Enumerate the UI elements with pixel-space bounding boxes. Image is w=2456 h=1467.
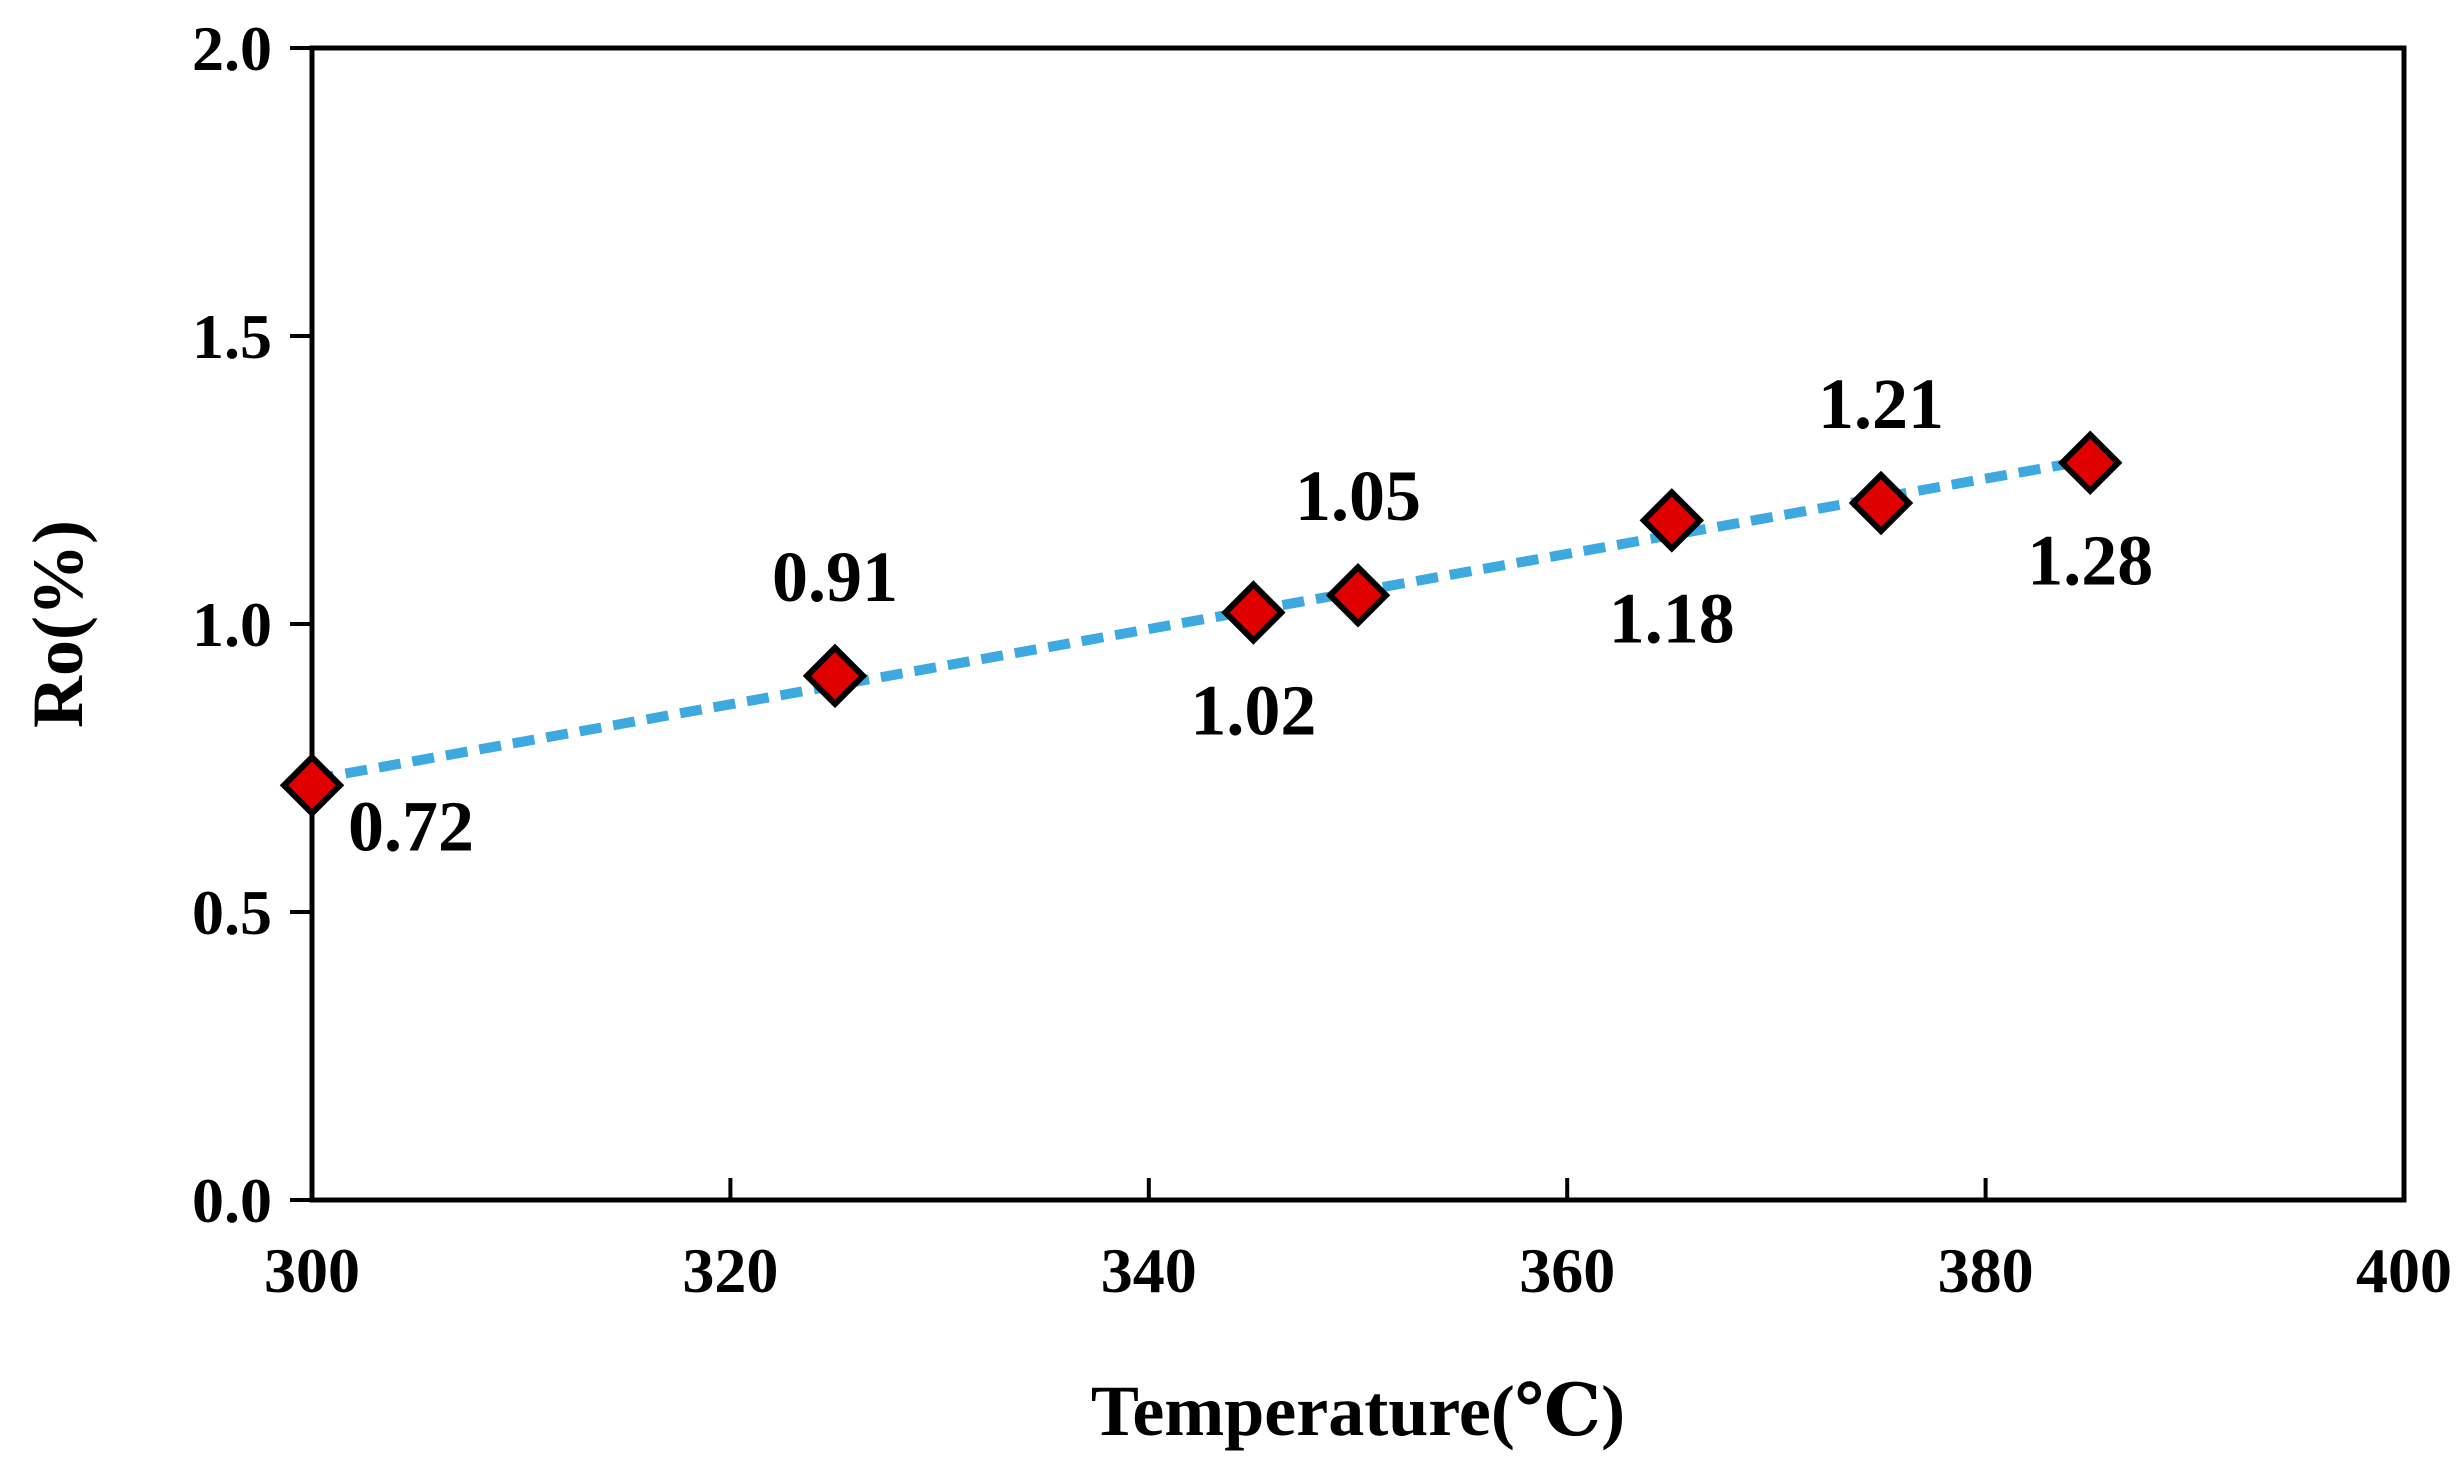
y-tick-label: 0.0 [192,1165,272,1236]
x-tick-label: 360 [1519,1235,1615,1306]
data-point-marker [2057,430,2123,495]
y-axis-title: Ro(%) [18,520,98,728]
data-point-marker [1848,470,1914,536]
x-tick-label: 340 [1101,1235,1197,1306]
y-axis-ticks: 0.0 0.5 1.0 1.5 2.0 [192,13,312,1236]
x-tick-label: 320 [682,1235,778,1306]
y-tick-label: 1.0 [192,589,272,660]
data-point-label: 1.02 [1190,670,1316,750]
x-axis-title: Temperature(℃) [1091,1371,1625,1451]
y-tick-label: 0.5 [192,877,272,948]
data-labels: 0.72 0.91 1.02 1.05 1.18 1.21 1.28 [348,364,2153,866]
data-point-label: 1.18 [1609,578,1735,658]
data-point-label: 0.72 [348,786,474,866]
x-axis-ticks: 300 320 340 360 380 400 [264,1178,2452,1306]
data-point-label: 1.28 [2027,521,2153,601]
data-point-marker [279,753,345,818]
data-point-marker [1639,488,1705,553]
data-markers [279,430,2123,818]
data-point-label: 1.21 [1818,364,1944,444]
trendline [311,454,2092,785]
data-point-marker [1325,562,1391,628]
data-point-marker [802,643,868,709]
data-point-marker [1221,580,1286,645]
data-point-label: 1.05 [1295,456,1421,536]
x-tick-label: 400 [2356,1235,2452,1306]
y-tick-label: 1.5 [192,301,272,372]
y-tick-label: 2.0 [192,13,272,84]
x-tick-label: 300 [264,1235,360,1306]
x-tick-label: 380 [1938,1235,2034,1306]
data-point-label: 0.91 [772,537,898,617]
